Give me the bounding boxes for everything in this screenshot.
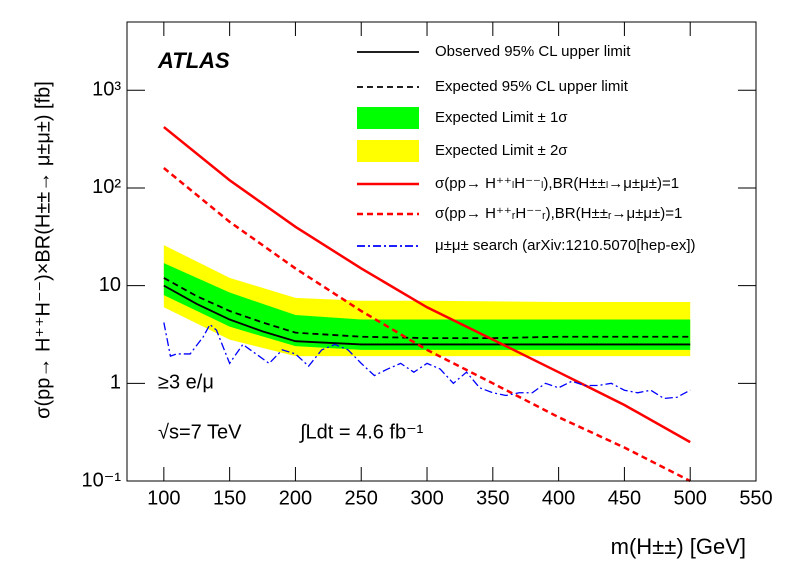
line	[163, 167, 691, 483]
y-tick-label: 10	[99, 274, 121, 296]
legend-swatch	[357, 107, 419, 129]
y-tick-label: 10³	[92, 79, 121, 101]
legend-label: Expected Limit ± 2σ	[435, 142, 568, 159]
annotation: √s=7 TeV	[158, 421, 242, 443]
legend-label: Expected Limit ± 1σ	[435, 109, 568, 126]
line	[163, 284, 691, 346]
annotation: ∫Ldt = 4.6 fb⁻¹	[299, 421, 424, 443]
x-tick-label: 100	[147, 487, 180, 509]
x-tick-label: 450	[608, 487, 641, 509]
x-tick-label: 500	[674, 487, 707, 509]
y-tick-label: 10⁻¹	[82, 469, 122, 491]
line	[163, 277, 691, 340]
x-tick-label: 200	[279, 487, 312, 509]
legend-label: Expected 95% CL upper limit	[435, 78, 629, 95]
x-tick-label: 150	[213, 487, 246, 509]
line	[163, 126, 691, 444]
x-tick-label: 350	[476, 487, 509, 509]
legend-label: σ(pp→ H⁺⁺ᵣH⁻⁻ᵣ),BR(H±±ᵣ→μ±μ±)=1	[435, 205, 682, 222]
legend-label: Observed 95% CL upper limit	[435, 43, 631, 60]
y-tick-label: 1	[110, 372, 121, 394]
legend-swatch	[357, 140, 419, 162]
plot-frame	[126, 21, 757, 482]
legend-label: μ±μ± search (arXiv:1210.5070[hep-ex])	[435, 237, 696, 254]
x-tick-label: 250	[345, 487, 378, 509]
x-axis-label: m(H±±) [GeV]	[611, 534, 746, 559]
x-tick-label: 400	[542, 487, 575, 509]
x-tick-label: 550	[739, 487, 772, 509]
y-tick-label: 10²	[92, 176, 121, 198]
band	[163, 263, 691, 350]
y-axis-label: σ(pp→ H⁺⁺H⁻⁻)×BR(H±±→ μ±μ±) [fb]	[32, 81, 54, 419]
x-tick-label: 300	[410, 487, 443, 509]
annotation: ≥3 e/μ	[158, 371, 214, 393]
plot-background	[127, 22, 756, 481]
legend-label: σ(pp→ H⁺⁺ₗH⁻⁻ₗ),BR(H±±ₗ→μ±μ±)=1	[435, 175, 679, 192]
atlas-label: ATLAS	[157, 48, 230, 73]
line	[163, 322, 691, 400]
